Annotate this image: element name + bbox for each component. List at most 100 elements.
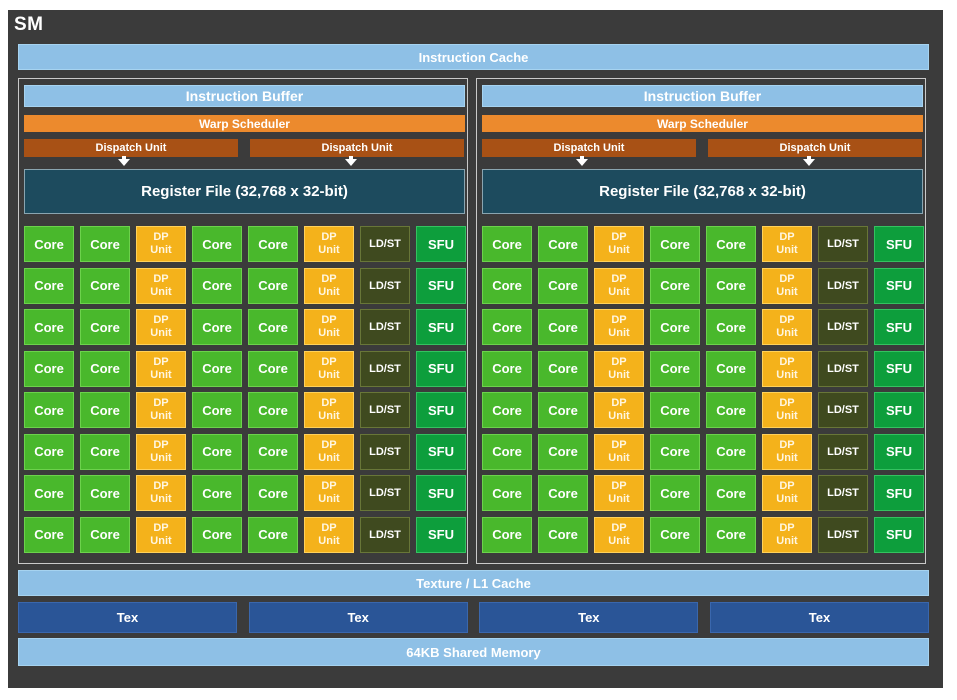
core-unit: Core — [248, 226, 298, 262]
warp-scheduler: Warp Scheduler — [482, 115, 923, 132]
ldst-unit: LD/ST — [360, 226, 410, 262]
core-unit: Core — [248, 309, 298, 345]
dp-unit-label: Unit — [776, 327, 798, 339]
dp-unit-label: Unit — [150, 368, 172, 381]
dp-unit: DP Unit — [136, 226, 186, 262]
core-unit: Core — [482, 433, 532, 470]
ldst-unit: LD/ST — [360, 267, 410, 304]
core-unit: Core — [482, 267, 532, 304]
dp-unit: DP Unit — [304, 350, 354, 387]
core-unit: Core — [80, 267, 130, 304]
core-unit: Core — [248, 392, 298, 428]
dp-unit: DP Unit — [136, 350, 186, 387]
dispatch-unit: Dispatch Unit — [250, 139, 464, 157]
sfu-unit: SFU — [416, 350, 466, 387]
dp-unit-label: Unit — [776, 368, 798, 381]
core-unit: Core — [80, 475, 130, 511]
core-unit: Core — [538, 516, 588, 553]
core-unit: Core — [24, 475, 74, 511]
tex-unit: Tex — [479, 602, 699, 633]
sm-title: SM — [14, 14, 44, 35]
dp-unit: DP Unit — [594, 309, 644, 345]
dp-unit: DP Unit — [762, 226, 812, 262]
dp-unit-label: Unit — [608, 451, 630, 464]
core-unit: Core — [706, 309, 756, 345]
core-unit: Core — [538, 309, 588, 345]
dp-unit: DP Unit — [136, 516, 186, 553]
core-unit: Core — [24, 433, 74, 470]
core-unit: Core — [24, 392, 74, 428]
dp-unit-label: DP — [321, 355, 337, 368]
dp-unit-label: DP — [611, 397, 627, 409]
core-unit: Core — [706, 267, 756, 304]
dp-unit: DP Unit — [304, 516, 354, 553]
dp-unit-label: DP — [611, 521, 627, 534]
core-unit: Core — [650, 392, 700, 428]
dp-unit-label: DP — [153, 272, 169, 285]
arrow-down-icon — [345, 159, 357, 166]
dp-unit-label: DP — [321, 521, 337, 534]
dp-unit-label: Unit — [776, 285, 798, 298]
core-unit: Core — [80, 309, 130, 345]
sfu-unit: SFU — [416, 226, 466, 262]
dp-unit-label: Unit — [608, 244, 630, 256]
dispatch-unit: Dispatch Unit — [708, 139, 922, 157]
dp-unit: DP Unit — [594, 226, 644, 262]
unit-grid: Core Core DP Unit Core Core DP Unit LD/ST SFU Core… — [24, 226, 468, 558]
core-unit: Core — [650, 433, 700, 470]
core-unit: Core — [80, 392, 130, 428]
arrow-down-icon — [580, 156, 584, 160]
dp-unit: DP Unit — [762, 516, 812, 553]
sm-diagram: SM Instruction Cache Instruction Buffer … — [8, 10, 943, 688]
dp-unit-label: DP — [779, 272, 795, 285]
dp-unit: DP Unit — [136, 392, 186, 428]
core-unit: Core — [482, 516, 532, 553]
ldst-unit: LD/ST — [818, 475, 868, 511]
core-unit: Core — [482, 226, 532, 262]
sfu-unit: SFU — [416, 392, 466, 428]
core-unit: Core — [24, 226, 74, 262]
sfu-unit: SFU — [874, 433, 924, 470]
core-unit: Core — [24, 350, 74, 387]
dp-unit: DP Unit — [136, 309, 186, 345]
ldst-unit: LD/ST — [818, 350, 868, 387]
dp-unit-label: Unit — [150, 534, 172, 547]
core-unit: Core — [80, 350, 130, 387]
sfu-unit: SFU — [416, 516, 466, 553]
core-unit: Core — [650, 309, 700, 345]
dp-unit-label: Unit — [318, 285, 340, 298]
instruction-buffer: Instruction Buffer — [24, 85, 465, 107]
dp-unit-label: DP — [611, 480, 627, 492]
dp-unit: DP Unit — [304, 267, 354, 304]
core-unit: Core — [248, 267, 298, 304]
core-unit: Core — [650, 475, 700, 511]
dp-unit-label: DP — [779, 521, 795, 534]
dp-unit-label: Unit — [318, 451, 340, 464]
dp-unit-label: Unit — [776, 410, 798, 422]
ldst-unit: LD/ST — [818, 309, 868, 345]
dp-unit-label: DP — [779, 438, 795, 451]
texture-l1-cache: Texture / L1 Cache — [18, 570, 929, 596]
dp-unit-label: Unit — [608, 410, 630, 422]
shared-memory: 64KB Shared Memory — [18, 638, 929, 666]
dp-unit-label: DP — [611, 438, 627, 451]
dp-unit: DP Unit — [594, 350, 644, 387]
core-unit: Core — [706, 392, 756, 428]
dp-unit: DP Unit — [762, 475, 812, 511]
dispatch-unit: Dispatch Unit — [482, 139, 696, 157]
dp-unit-label: Unit — [150, 327, 172, 339]
dp-unit: DP Unit — [304, 475, 354, 511]
dp-unit-label: Unit — [776, 244, 798, 256]
arrow-down-icon — [349, 156, 353, 160]
dp-unit-label: DP — [153, 231, 169, 243]
dp-unit: DP Unit — [594, 392, 644, 428]
dp-unit-label: DP — [321, 231, 337, 243]
dp-unit: DP Unit — [304, 392, 354, 428]
dp-unit: DP Unit — [762, 267, 812, 304]
dp-unit-label: Unit — [608, 534, 630, 547]
core-unit: Core — [538, 350, 588, 387]
core-unit: Core — [650, 267, 700, 304]
core-unit: Core — [192, 350, 242, 387]
dp-unit: DP Unit — [594, 475, 644, 511]
arrow-down-icon — [576, 159, 588, 166]
